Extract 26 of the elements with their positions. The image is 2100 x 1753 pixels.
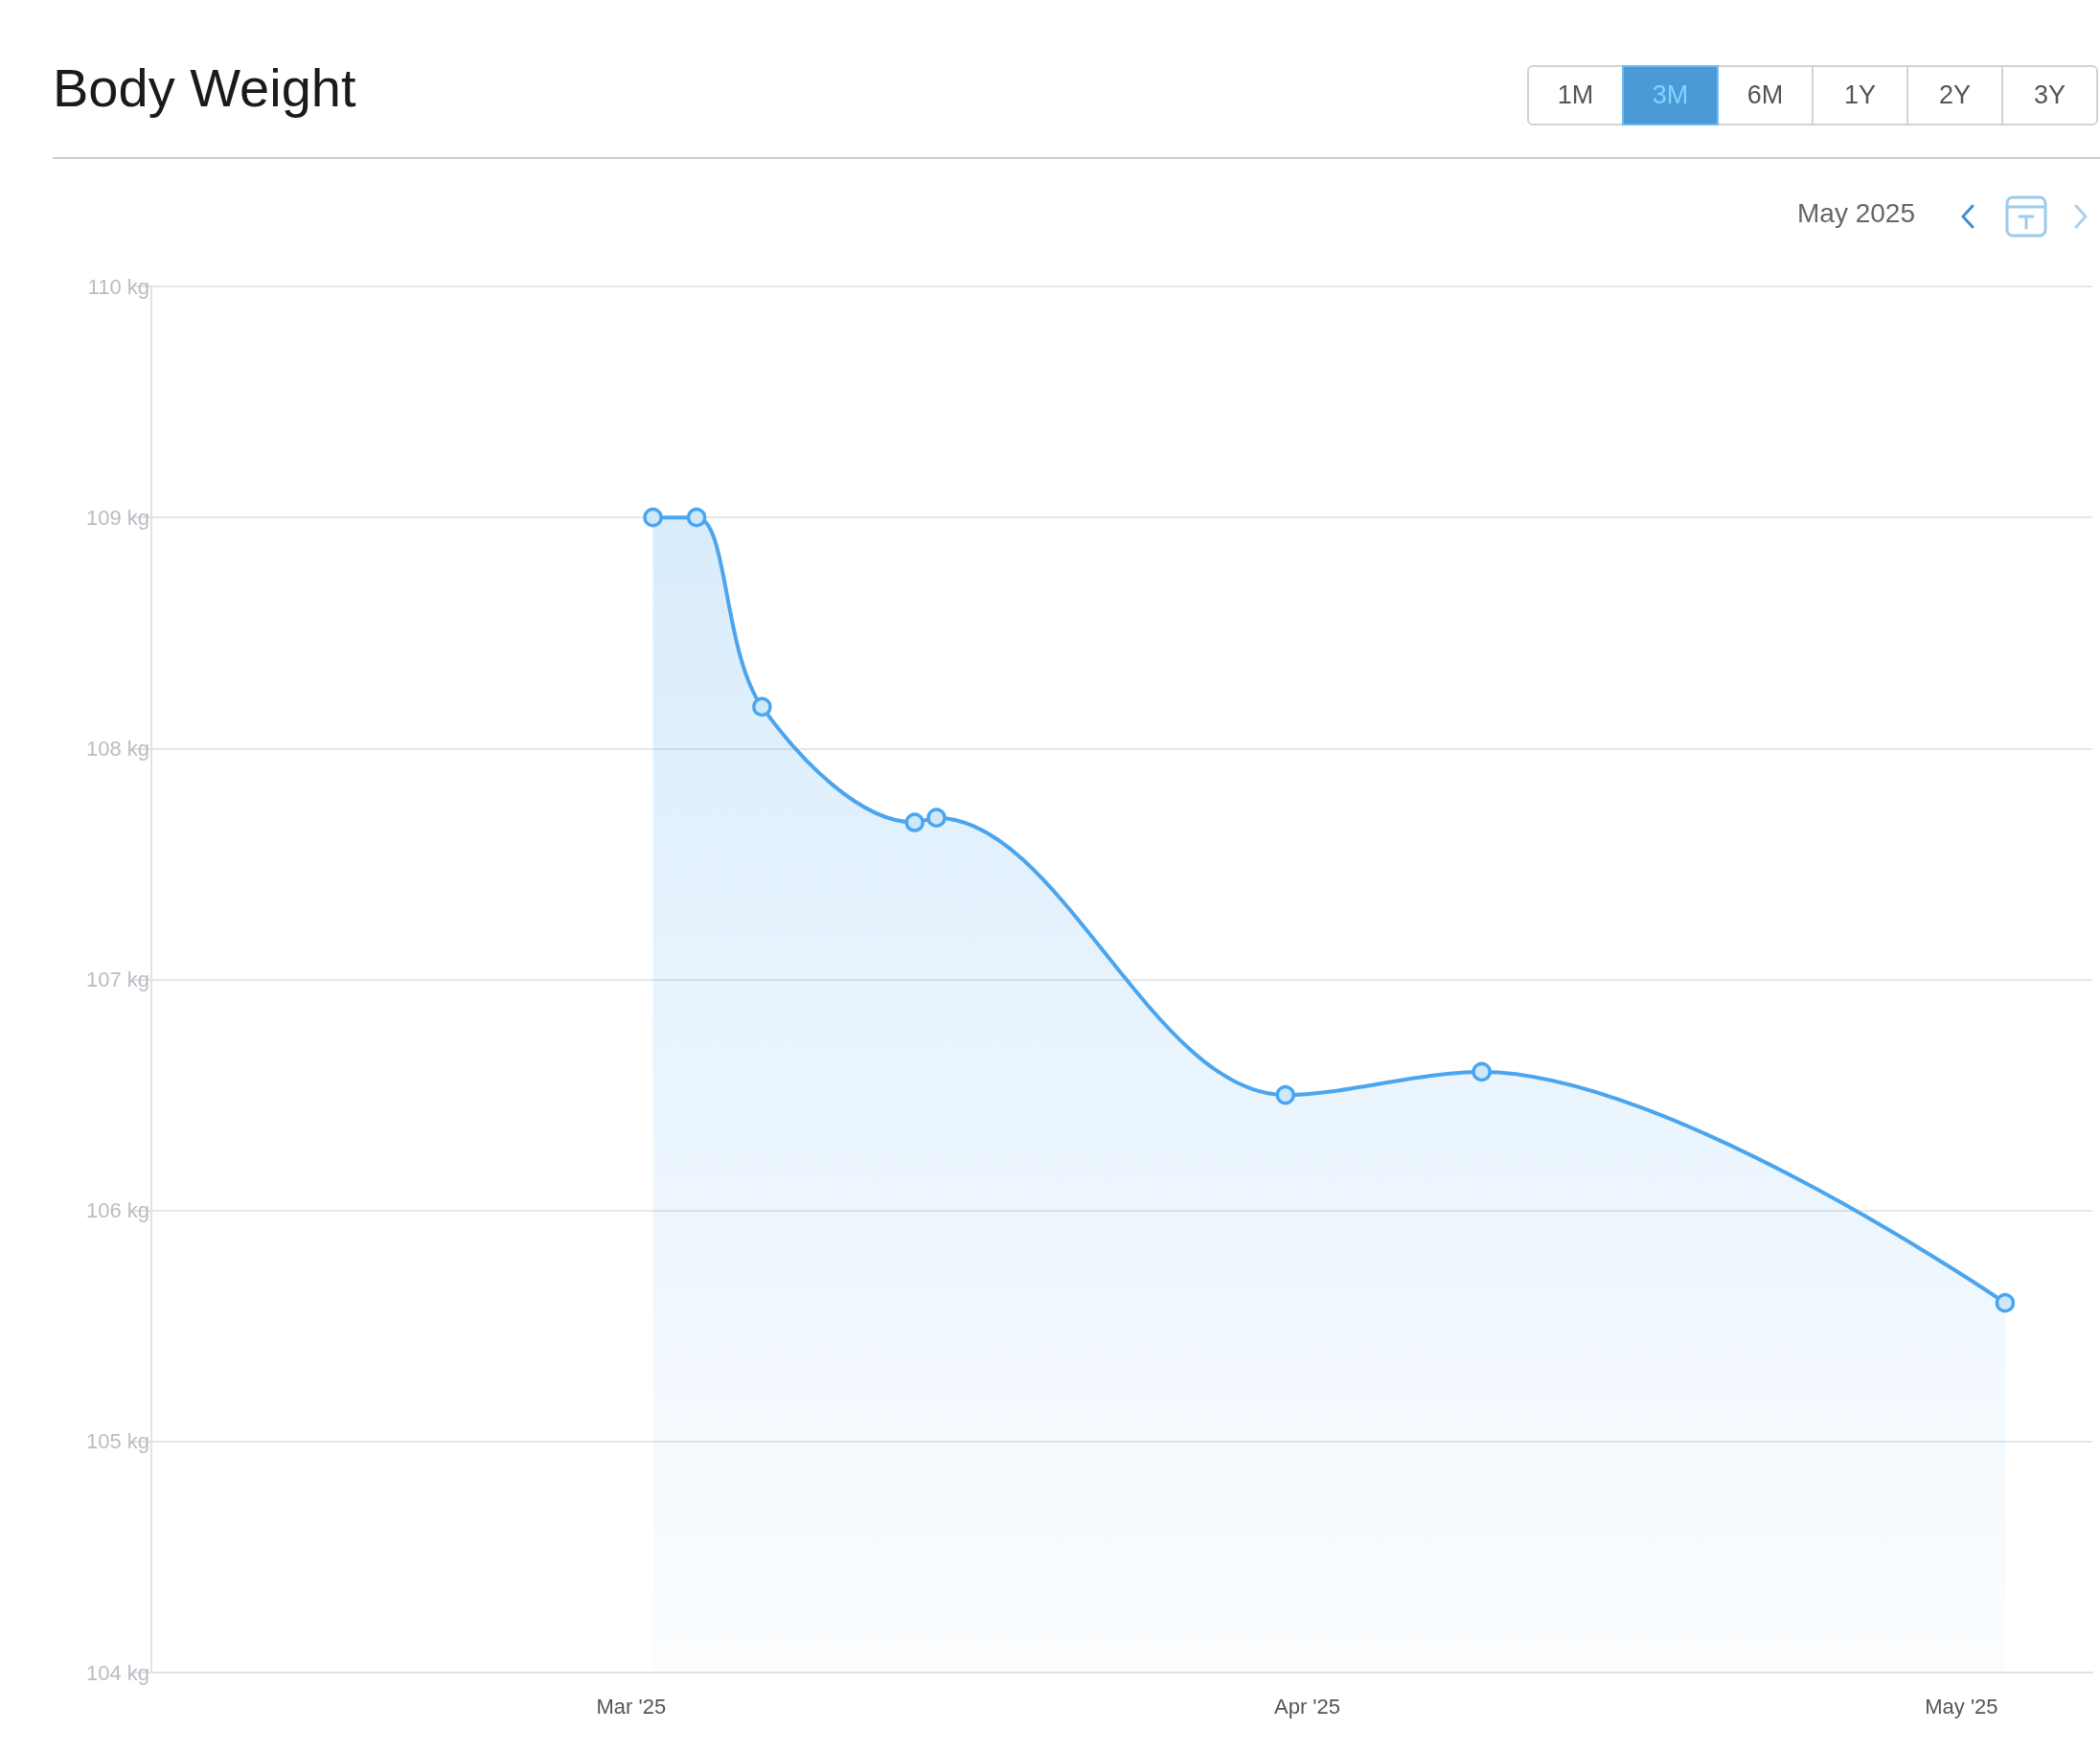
x-tick-label: Mar '25: [596, 1694, 667, 1719]
point: [1472, 1061, 1492, 1082]
range-button: 6M: [1717, 65, 1814, 125]
point: [686, 507, 707, 528]
x-tick-label: Apr '25: [1273, 1694, 1341, 1719]
point: [904, 812, 924, 832]
range-button: 1Y: [1812, 65, 1908, 125]
point: [1995, 1292, 2016, 1313]
chart-title: Body Weight: [53, 57, 356, 118]
range-button: 3M: [1622, 65, 1719, 125]
point: [1275, 1084, 1295, 1105]
text: May 2025: [1797, 198, 1915, 228]
y-tick-label: 108 kg: [85, 736, 149, 761]
y-tick-label: 107 kg: [85, 968, 149, 991]
point: [752, 696, 772, 717]
y-tick-label: 110 kg: [87, 274, 149, 299]
range-button: 2Y: [1906, 65, 2003, 125]
point: [926, 808, 947, 828]
x-tick-label: May '25: [1925, 1694, 1998, 1719]
y-tick-label: 105 kg: [85, 1429, 149, 1454]
y-tick-label: 106 kg: [85, 1198, 149, 1223]
y-tick-label: 104 kg: [85, 1660, 149, 1685]
range-button: 1M: [1527, 65, 1624, 125]
range-button: 3Y: [2001, 65, 2098, 125]
point: [643, 507, 663, 528]
y-tick-label: 109 kg: [85, 505, 149, 530]
